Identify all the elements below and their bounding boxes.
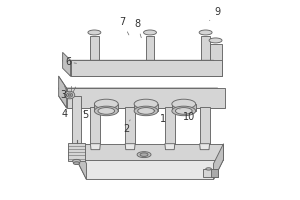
Ellipse shape [140, 153, 148, 156]
Ellipse shape [172, 99, 196, 109]
Ellipse shape [66, 93, 73, 97]
Ellipse shape [134, 106, 158, 116]
Polygon shape [165, 144, 175, 150]
Polygon shape [72, 96, 81, 144]
Ellipse shape [134, 99, 158, 109]
Polygon shape [90, 36, 99, 60]
Text: 3: 3 [61, 90, 67, 100]
Polygon shape [67, 88, 226, 108]
Ellipse shape [73, 159, 80, 163]
Polygon shape [63, 60, 221, 76]
Ellipse shape [138, 108, 154, 114]
Ellipse shape [209, 38, 222, 43]
Ellipse shape [172, 106, 196, 116]
Ellipse shape [206, 168, 211, 170]
Ellipse shape [143, 30, 157, 35]
Text: 10: 10 [180, 109, 195, 122]
Polygon shape [76, 160, 224, 179]
Polygon shape [63, 52, 70, 76]
Text: 2: 2 [123, 120, 130, 134]
Ellipse shape [73, 162, 80, 165]
Polygon shape [58, 88, 226, 108]
Polygon shape [90, 144, 100, 150]
Polygon shape [58, 76, 67, 108]
Polygon shape [211, 169, 218, 177]
Ellipse shape [199, 30, 212, 35]
Polygon shape [200, 144, 210, 150]
Polygon shape [90, 107, 100, 144]
Polygon shape [94, 104, 118, 111]
Polygon shape [146, 36, 154, 60]
Ellipse shape [98, 108, 115, 114]
Ellipse shape [94, 106, 118, 116]
Polygon shape [165, 107, 175, 144]
Polygon shape [125, 107, 135, 144]
Polygon shape [202, 169, 217, 177]
Polygon shape [201, 36, 210, 60]
Text: 1: 1 [154, 110, 166, 124]
Ellipse shape [88, 30, 101, 35]
Polygon shape [134, 104, 158, 111]
Ellipse shape [176, 108, 192, 114]
Ellipse shape [137, 152, 151, 158]
Ellipse shape [64, 91, 75, 99]
Polygon shape [200, 107, 210, 144]
Text: 4: 4 [61, 109, 67, 119]
Ellipse shape [68, 94, 71, 96]
Text: 5: 5 [82, 110, 88, 120]
Text: 6: 6 [65, 57, 76, 67]
Ellipse shape [94, 99, 118, 109]
Polygon shape [214, 144, 224, 179]
Polygon shape [68, 143, 85, 161]
Polygon shape [210, 44, 221, 76]
Polygon shape [172, 104, 196, 111]
Polygon shape [76, 144, 224, 160]
Polygon shape [125, 144, 135, 150]
Text: 7: 7 [119, 17, 129, 35]
Polygon shape [76, 144, 86, 179]
Text: 8: 8 [134, 19, 141, 38]
Polygon shape [70, 60, 221, 76]
Text: 9: 9 [210, 7, 220, 21]
